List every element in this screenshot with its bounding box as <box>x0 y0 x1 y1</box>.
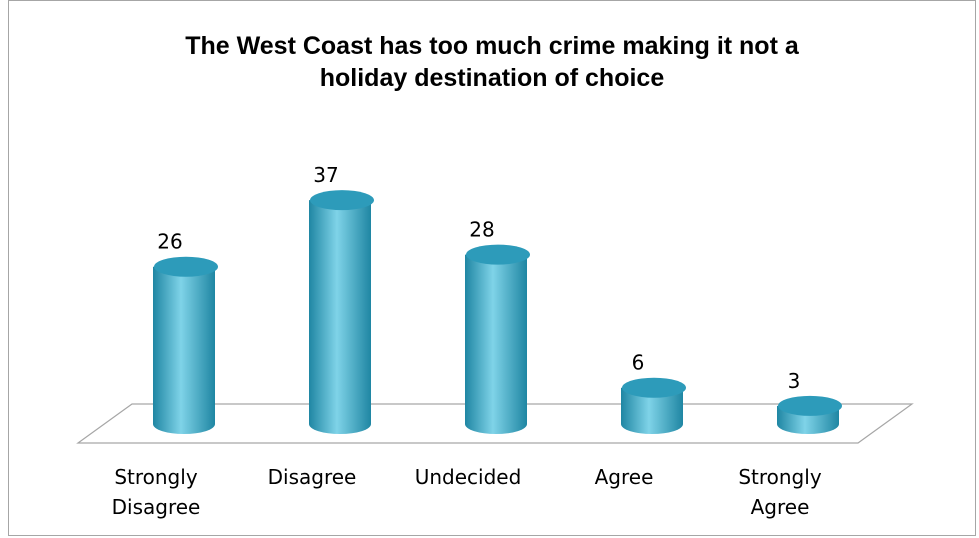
bar-top <box>466 244 530 265</box>
bar-body <box>621 387 683 434</box>
data-label: 37 <box>313 163 338 187</box>
category-label: Disagree <box>112 495 201 519</box>
chart-title: The West Coast has too much crime making… <box>8 30 976 94</box>
bar-body <box>309 200 371 434</box>
bar <box>465 244 530 434</box>
bar <box>153 256 218 434</box>
bar <box>777 395 842 434</box>
bar-top <box>154 256 218 277</box>
bar-top <box>622 377 686 398</box>
category-label: Agree <box>751 495 810 519</box>
bar-body <box>465 254 527 434</box>
bar-series <box>153 190 842 434</box>
category-label: Strongly <box>114 465 197 489</box>
chart-floor <box>76 403 914 444</box>
label-layer: 26 Strongly Disagree 37 Disagree 28 Undecided 6… <box>112 163 822 519</box>
data-label: 3 <box>788 369 801 393</box>
category-label: Agree <box>595 465 654 489</box>
bar-top <box>778 395 842 416</box>
bar <box>621 377 686 434</box>
category-label: Disagree <box>268 465 357 489</box>
bar <box>309 190 374 434</box>
bar-top <box>310 190 374 211</box>
chart-title-line-1: The West Coast has too much crime making… <box>185 32 799 60</box>
data-label: 6 <box>632 351 645 375</box>
data-label: 28 <box>469 218 494 242</box>
chart-title-line-2: holiday destination of choice <box>319 64 665 92</box>
data-label: 26 <box>157 230 182 254</box>
category-label: Undecided <box>415 465 522 489</box>
category-label: Strongly <box>738 465 821 489</box>
bar-body <box>153 266 215 434</box>
